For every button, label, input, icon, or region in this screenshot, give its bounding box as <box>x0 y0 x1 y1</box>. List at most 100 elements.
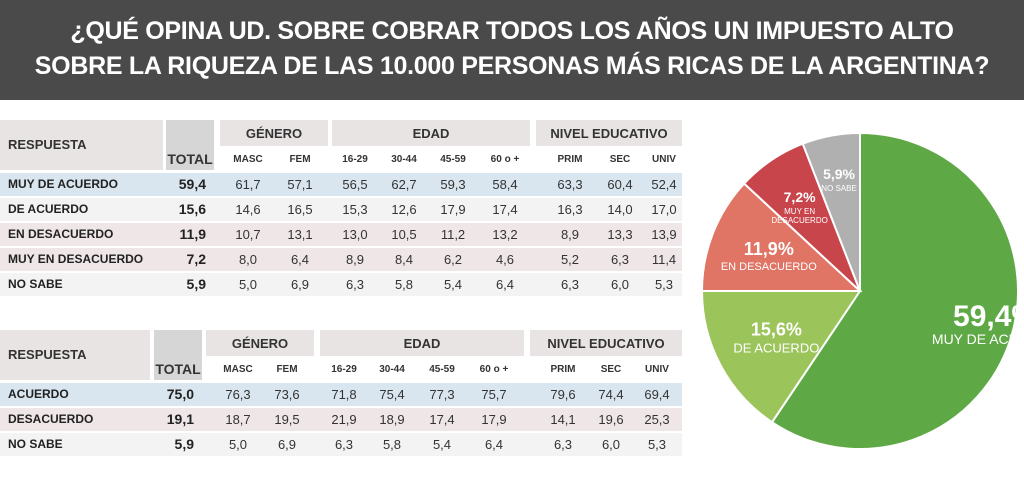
cell-value: 77,3 <box>429 387 455 402</box>
total-header-bg <box>154 330 202 380</box>
cell-value: 56,5 <box>342 177 368 192</box>
row-total: 15,6 <box>178 201 206 217</box>
cell-value: 58,4 <box>492 177 518 192</box>
cell-value: 13,9 <box>651 227 677 242</box>
cell-value: 16,3 <box>557 202 583 217</box>
group-header-bg-genero <box>206 330 314 356</box>
cell-value: 5,4 <box>432 437 452 452</box>
row-total: 59,4 <box>178 176 206 192</box>
table-row <box>0 198 682 221</box>
pie-value-label: 59,4% <box>953 300 1024 333</box>
group-header-bg-nivel <box>530 330 682 356</box>
cell-value: 17,9 <box>481 412 507 427</box>
pie-value-label: 5,9% <box>823 166 855 182</box>
table-row <box>0 433 682 456</box>
cell-value: 11,4 <box>651 252 677 267</box>
cell-value: 13,1 <box>287 227 313 242</box>
group-header-edad: EDAD <box>403 336 441 351</box>
row-total: 19,1 <box>166 411 194 427</box>
pie-category-label: NO SABE <box>821 184 857 193</box>
title-banner: ¿QUÉ OPINA UD. SOBRE COBRAR TODOS LOS AÑ… <box>0 0 1024 100</box>
cell-value: 6,3 <box>560 277 580 292</box>
cell-value: 5,8 <box>394 277 414 292</box>
cell-value: 74,4 <box>598 387 624 402</box>
group-header-nivel: NIVEL EDUCATIVO <box>547 336 665 351</box>
cell-value: 17,4 <box>429 412 455 427</box>
total-header-bg <box>166 120 214 170</box>
row-total: 11,9 <box>179 226 206 242</box>
cell-value: 62,7 <box>391 177 417 192</box>
pie-slice <box>700 290 862 424</box>
subheader: MASC <box>233 154 263 165</box>
title-line-2: SOBRE LA RIQUEZA DE LAS 10.000 PERSONAS … <box>34 52 990 80</box>
row-label: ACUERDO <box>8 387 69 401</box>
cell-value: 10,5 <box>391 227 417 242</box>
pie-value-label: 7,2% <box>784 189 816 205</box>
row-label: MUY EN DESACUERDO <box>8 252 144 266</box>
cell-value: 11,2 <box>440 227 466 242</box>
cell-value: 6,4 <box>495 277 515 292</box>
cell-value: 61,7 <box>235 177 261 192</box>
subheader: SEC <box>609 154 631 165</box>
pie-category-label: DE ACUERDO <box>733 341 819 356</box>
cell-value: 12,6 <box>391 202 417 217</box>
cell-value: 6,3 <box>334 437 354 452</box>
cell-value: 71,8 <box>331 387 357 402</box>
pie-value-label: 15,6% <box>751 320 802 340</box>
cell-value: 59,3 <box>440 177 466 192</box>
pie-category-label: MUY EN DESACUERDO <box>771 207 827 225</box>
total-header: TOTAL <box>167 151 213 167</box>
cell-value: 19,5 <box>274 412 300 427</box>
row-total: 7,2 <box>186 251 206 267</box>
subheader: 60 o + <box>490 154 520 165</box>
respuesta-header-bg <box>0 120 163 170</box>
group-header-bg-genero <box>220 120 328 146</box>
row-label: NO SABE <box>8 277 63 291</box>
cell-value: 13,2 <box>492 227 518 242</box>
cell-value: 60,4 <box>607 177 633 192</box>
subheader: 16-29 <box>331 364 357 375</box>
row-label: NO SABE <box>8 437 63 451</box>
cell-value: 6,3 <box>345 277 365 292</box>
table-row <box>0 248 682 271</box>
pie-slice <box>801 131 861 292</box>
cell-value: 19,6 <box>598 412 624 427</box>
cell-value: 6,2 <box>443 252 463 267</box>
group-header-bg-edad <box>332 120 530 146</box>
cell-value: 21,9 <box>331 412 357 427</box>
cell-value: 18,9 <box>379 412 405 427</box>
row-label: DE ACUERDO <box>8 202 89 216</box>
subheader: 60 o + <box>479 364 509 375</box>
subheader: 16-29 <box>342 154 368 165</box>
table-row <box>0 273 682 296</box>
cell-value: 63,3 <box>557 177 583 192</box>
cell-value: 25,3 <box>644 412 670 427</box>
subheader: 30-44 <box>391 154 417 165</box>
cell-value: 5,0 <box>238 277 258 292</box>
subheader: 45-59 <box>440 154 466 165</box>
subheader: MASC <box>223 364 253 375</box>
cell-value: 52,4 <box>651 177 677 192</box>
cell-value: 8,9 <box>345 252 365 267</box>
subheader: FEM <box>276 364 298 375</box>
cell-value: 5,3 <box>647 437 667 452</box>
cell-value: 5,3 <box>654 277 674 292</box>
cell-value: 79,6 <box>550 387 576 402</box>
cell-value: 6,9 <box>277 437 297 452</box>
cell-value: 6,4 <box>290 252 310 267</box>
cell-value: 14,0 <box>607 202 633 217</box>
cell-value: 8,9 <box>560 227 580 242</box>
table-row <box>0 383 682 406</box>
group-header-nivel: NIVEL EDUCATIVO <box>550 126 668 141</box>
respuesta-header: RESPUESTA <box>8 137 87 152</box>
group-header-genero: GÉNERO <box>245 126 303 141</box>
group-header-bg-edad <box>320 330 524 356</box>
group-header-edad: EDAD <box>412 126 450 141</box>
cell-value: 75,7 <box>481 387 507 402</box>
pie-chart: 59,4%MUY DE ACUERDO 15,6%DE ACUERDO 11,9% E… <box>700 131 1024 450</box>
row-label: DESACUERDO <box>8 412 94 426</box>
table-row <box>0 408 682 431</box>
subheader: UNIV <box>652 154 676 165</box>
pie-category-label: EN DESACUERDO <box>721 261 817 273</box>
cell-value: 69,4 <box>644 387 670 402</box>
